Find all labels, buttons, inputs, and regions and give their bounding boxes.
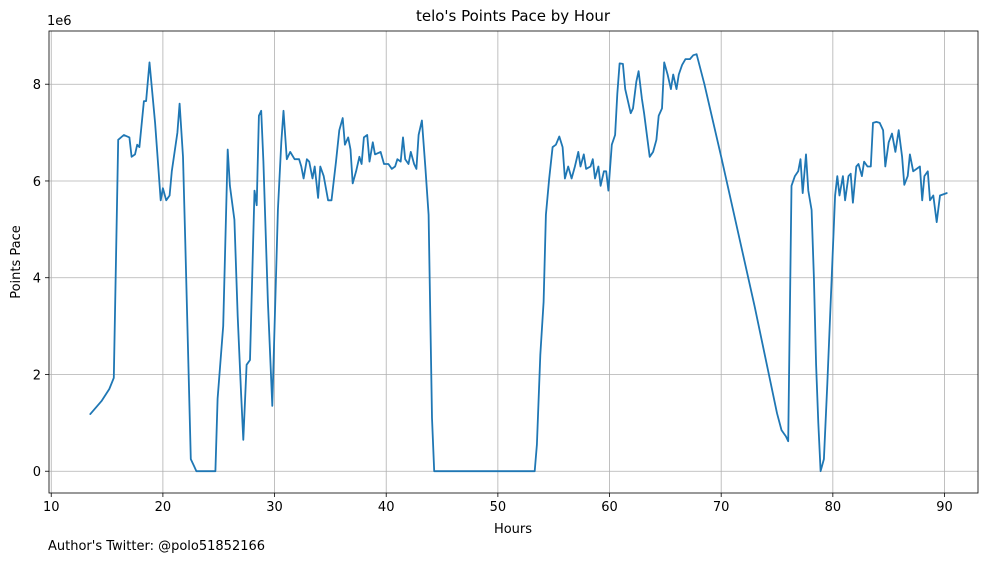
y-axis-label: Points Pace — [9, 225, 24, 299]
series-line — [89, 53, 948, 473]
y-tick-label: 2 — [33, 368, 41, 383]
y-tick-label: 6 — [33, 175, 41, 190]
x-tick-label: 10 — [43, 500, 60, 515]
x-tick-label: 60 — [601, 500, 618, 515]
x-tick-label: 20 — [155, 500, 172, 515]
author-footnote: Author's Twitter: @polo51852166 — [48, 539, 265, 554]
x-tick-label: 40 — [378, 500, 395, 515]
series-layer — [89, 53, 948, 473]
chart-title: telo's Points Pace by Hour — [416, 7, 611, 25]
x-axis-label: Hours — [494, 522, 532, 537]
x-tick-label: 90 — [936, 500, 953, 515]
plot-area — [49, 31, 978, 493]
x-tick-label: 50 — [490, 500, 507, 515]
y-axis: 0 2 4 6 8 — [33, 78, 49, 480]
y-tick-label: 0 — [33, 465, 41, 480]
x-tick-label: 80 — [825, 500, 842, 515]
y-tick-label: 4 — [33, 272, 41, 287]
x-tick-label: 30 — [266, 500, 283, 515]
y-scale-label: 1e6 — [47, 14, 72, 29]
y-tick-label: 8 — [33, 78, 41, 93]
x-tick-label: 70 — [713, 500, 730, 515]
plot-frame — [48, 30, 979, 494]
x-axis: 10 20 30 40 50 60 70 80 90 — [43, 493, 953, 515]
